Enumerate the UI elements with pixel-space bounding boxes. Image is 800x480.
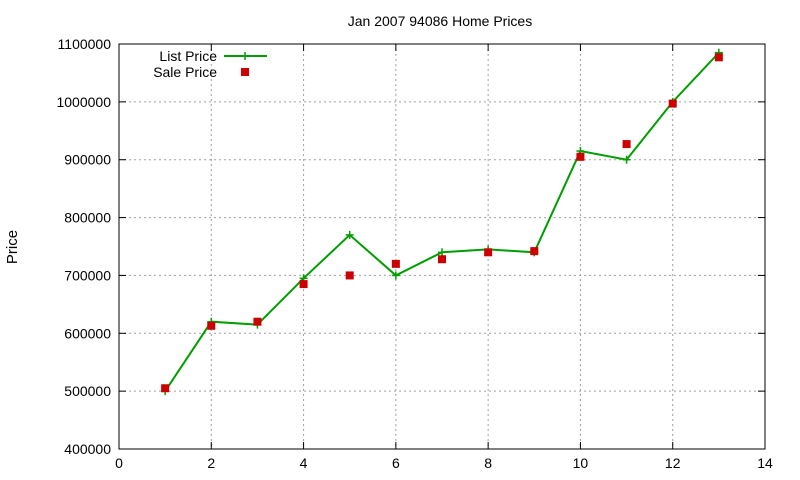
square-marker <box>299 280 308 289</box>
x-tick-label: 4 <box>300 455 308 471</box>
square-marker <box>714 53 723 62</box>
square-marker <box>207 321 216 330</box>
square-marker <box>161 384 170 393</box>
square-marker <box>530 247 539 256</box>
series-2 <box>161 53 723 393</box>
legend-label: List Price <box>159 48 217 64</box>
y-tick-label: 700000 <box>64 267 111 283</box>
y-tick-label: 900000 <box>64 152 111 168</box>
x-tick-label: 10 <box>573 455 589 471</box>
x-tick-label: 8 <box>484 455 492 471</box>
plus-marker <box>391 271 400 280</box>
axes: 0 2 4 6 8 10 12 14 400000 500000 600000 700000 80000… <box>56 36 773 471</box>
x-tick-label: 12 <box>665 455 681 471</box>
square-marker <box>253 317 262 326</box>
plus-marker <box>241 52 249 60</box>
square-marker <box>438 255 446 264</box>
series-1 <box>161 48 723 396</box>
x-tick-label: 0 <box>115 455 123 471</box>
plot-frame <box>118 43 766 450</box>
legend-item-1: List Price <box>159 48 267 64</box>
x-tick-label: 2 <box>207 455 215 471</box>
chart-title: Jan 2007 94086 Home Prices <box>348 13 532 29</box>
legend-label: Sale Price <box>153 64 217 80</box>
y-tick-label: 400000 <box>64 441 111 457</box>
y-axis-label: Price <box>4 230 21 264</box>
plus-marker <box>622 155 631 164</box>
y-tick-label: 500000 <box>64 383 111 399</box>
square-marker <box>622 140 631 149</box>
square-marker <box>668 99 677 108</box>
y-tick-label: 1100000 <box>58 36 112 52</box>
x-tick-label: 14 <box>757 455 773 471</box>
series-line <box>164 51 720 392</box>
x-tick-label: 6 <box>392 455 400 471</box>
square-marker <box>345 271 354 280</box>
plus-marker <box>438 248 446 257</box>
y-tick-label: 1000000 <box>56 94 111 110</box>
legend-item-2: Sale Price <box>153 64 249 80</box>
grid <box>119 44 765 449</box>
square-marker <box>484 248 493 257</box>
y-tick-label: 800000 <box>64 210 111 226</box>
y-tick-label: 600000 <box>64 325 111 341</box>
legend-square-swatch <box>241 68 249 76</box>
plus-marker <box>345 230 354 239</box>
square-marker <box>576 152 585 161</box>
series-layer <box>161 48 723 396</box>
square-marker <box>391 259 400 268</box>
